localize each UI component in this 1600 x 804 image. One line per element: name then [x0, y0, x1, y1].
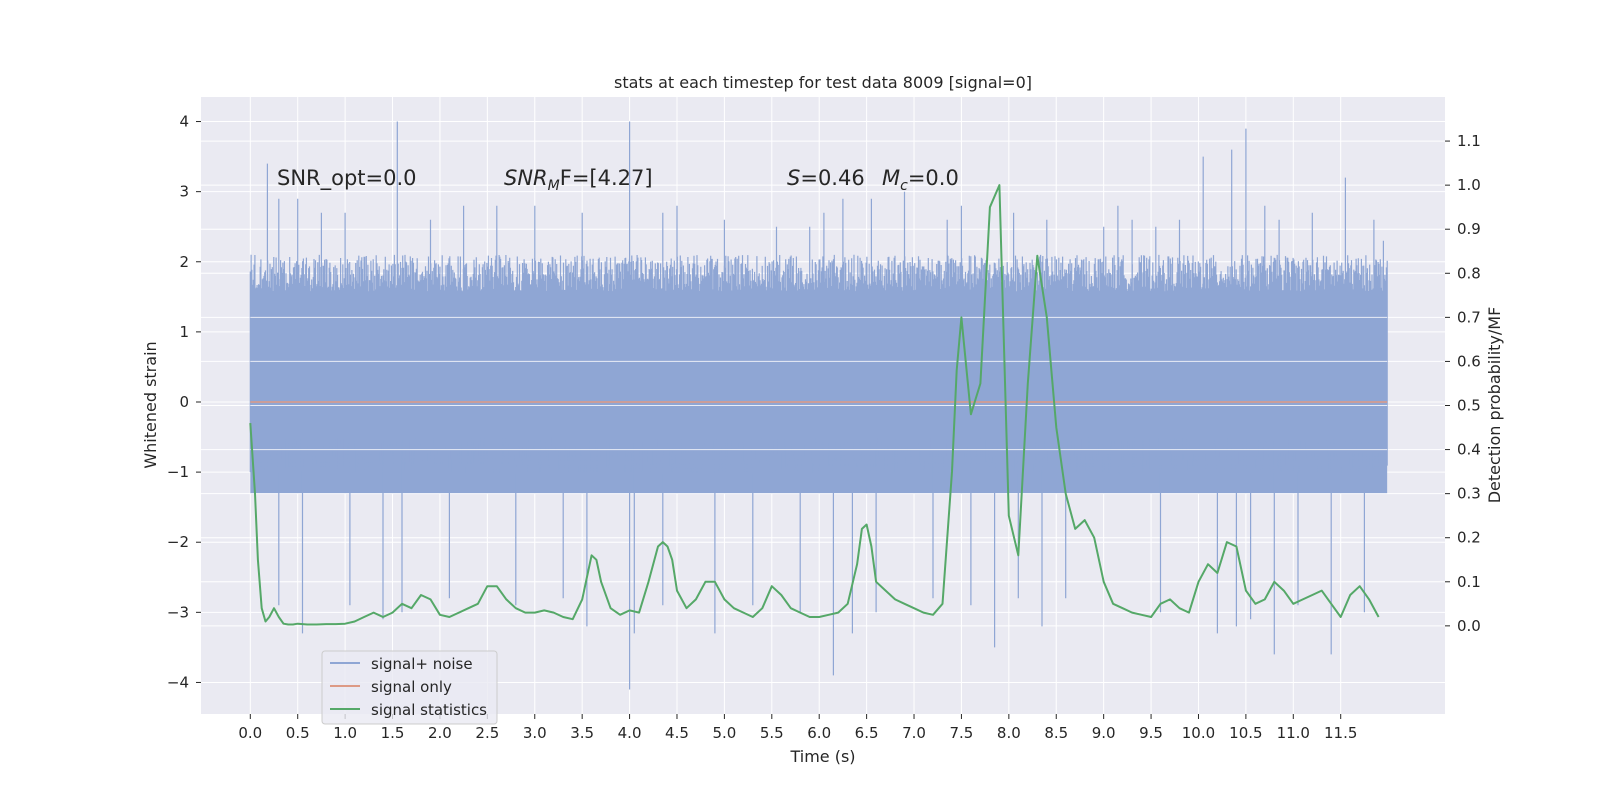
right-y-tick-label: 0.7 — [1457, 308, 1481, 326]
x-tick-label: 9.5 — [1139, 724, 1163, 742]
x-tick-label: 0.0 — [238, 724, 262, 742]
right-y-tick-label: 0.6 — [1457, 352, 1481, 370]
x-tick-label: 6.0 — [807, 724, 831, 742]
left-y-axis-label: Whitened strain — [141, 341, 160, 468]
left-y-tick-label: −2 — [167, 533, 189, 551]
x-tick-label: 4.0 — [618, 724, 642, 742]
right-y-axis-ticks: 1.1 1.0 0.9 0.8 0.7 0.6 0.5 0.4 0.3 0.2 0.1 0.0 — [1445, 132, 1481, 635]
legend-label-signal-noise: signal+ noise — [371, 655, 473, 673]
annotation-mc: Mc=0.0 — [882, 166, 959, 194]
right-y-tick-label: 0.0 — [1457, 617, 1481, 635]
right-y-tick-label: 0.3 — [1457, 485, 1481, 503]
right-y-axis-label: Detection probability/MF — [1485, 307, 1504, 504]
legend: signal+ noise signal only signal statist… — [321, 650, 498, 725]
x-tick-label: 1.0 — [333, 724, 357, 742]
left-y-tick-label: −1 — [167, 463, 189, 481]
chart-title: stats at each timestep for test data 800… — [614, 73, 1032, 92]
x-axis-label: Time (s) — [789, 747, 855, 766]
x-tick-label: 3.5 — [570, 724, 594, 742]
right-y-tick-label: 0.4 — [1457, 441, 1481, 459]
left-y-axis-ticks: 4 3 2 1 0 −1 −2 −3 −4 — [167, 113, 201, 691]
x-tick-label: 7.0 — [902, 724, 926, 742]
x-tick-label: 3.0 — [523, 724, 547, 742]
left-y-tick-label: −4 — [167, 673, 189, 691]
legend-box — [321, 650, 498, 725]
x-tick-label: 11.5 — [1324, 724, 1357, 742]
x-tick-label: 10.0 — [1182, 724, 1215, 742]
signal-statistics-series — [249, 184, 1380, 626]
annotation-snr-opt: SNR_opt=0.0 — [277, 166, 417, 191]
x-tick-label: 6.5 — [855, 724, 879, 742]
x-axis-ticks: 0.0 0.5 1.0 1.5 2.0 2.5 3.0 3.5 4.0 4.5 5.0 5.5 6.0 6… — [238, 714, 1357, 742]
legend-label-signal-statistics: signal statistics — [371, 701, 487, 719]
x-tick-label: 10.5 — [1229, 724, 1262, 742]
x-tick-label: 8.0 — [997, 724, 1021, 742]
x-tick-label: 7.5 — [950, 724, 974, 742]
right-y-tick-label: 0.8 — [1457, 264, 1481, 282]
x-tick-label: 0.5 — [286, 724, 310, 742]
x-tick-label: 11.0 — [1277, 724, 1310, 742]
left-y-tick-label: 3 — [179, 183, 189, 201]
annotation-s: S=0.46 — [787, 166, 865, 190]
left-y-tick-label: 2 — [179, 253, 189, 271]
right-y-tick-label: 0.2 — [1457, 529, 1481, 547]
left-y-tick-label: 1 — [179, 323, 189, 341]
x-tick-label: 5.0 — [712, 724, 736, 742]
x-tick-label: 5.5 — [760, 724, 784, 742]
right-y-tick-label: 0.5 — [1457, 397, 1481, 415]
x-tick-label: 9.0 — [1092, 724, 1116, 742]
x-tick-label: 4.5 — [665, 724, 689, 742]
x-tick-label: 2.0 — [428, 724, 452, 742]
right-y-tick-label: 1.0 — [1457, 176, 1481, 194]
left-y-tick-label: 0 — [179, 393, 189, 411]
right-y-tick-label: 1.1 — [1457, 132, 1481, 150]
x-tick-label: 2.5 — [475, 724, 499, 742]
annotation-snr-mf: SNRMF=[4.27] — [504, 166, 653, 194]
signal-statistics-line — [249, 184, 1380, 626]
left-y-tick-label: 4 — [179, 113, 189, 131]
x-tick-label: 8.5 — [1044, 724, 1068, 742]
right-y-tick-label: 0.1 — [1457, 573, 1481, 591]
right-y-tick-label: 0.9 — [1457, 220, 1481, 238]
legend-label-signal-only: signal only — [371, 678, 452, 696]
x-tick-label: 1.5 — [381, 724, 405, 742]
left-y-tick-label: −3 — [167, 603, 189, 621]
signal-noise-trace — [249, 121, 1388, 690]
